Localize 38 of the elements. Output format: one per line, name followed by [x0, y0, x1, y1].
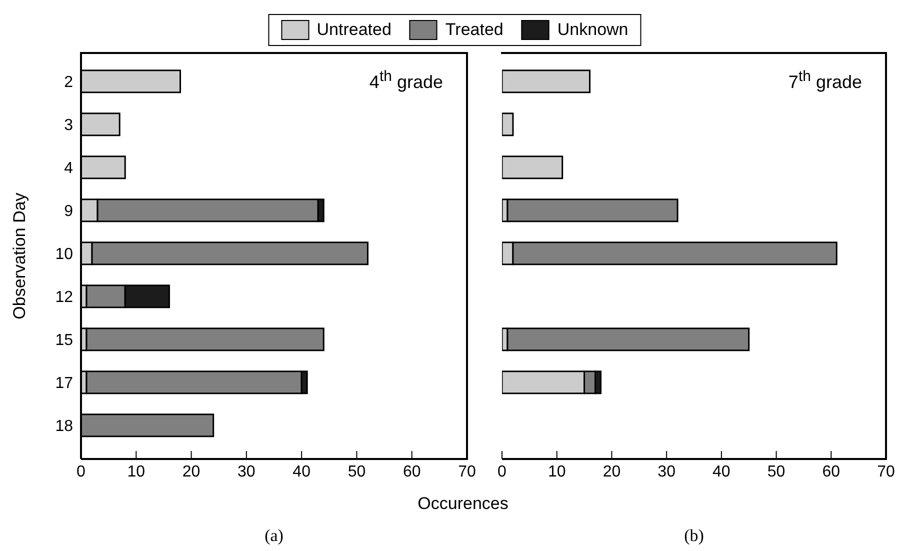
- y-tick-label: 3: [64, 117, 74, 134]
- x-axis-title: Occurences: [418, 494, 508, 514]
- x-tick-label: 60: [822, 463, 840, 480]
- x-tick-label: 30: [658, 463, 676, 480]
- x-tick-label: 50: [767, 463, 786, 480]
- y-tick-label: 15: [55, 332, 74, 350]
- y-tick-label: 18: [55, 418, 74, 436]
- bar: [502, 156, 564, 180]
- x-tick-label: 0: [498, 463, 507, 480]
- legend-label: Untreated: [316, 20, 392, 40]
- x-tick-label: 20: [602, 463, 621, 480]
- x-tick-label: 10: [548, 463, 566, 480]
- x-tick-label: 40: [292, 463, 311, 480]
- legend-label: Treated: [445, 20, 504, 40]
- x-tick-label: 70: [458, 463, 476, 480]
- y-tick-label: 4: [64, 160, 74, 178]
- x-tick-label: 20: [182, 463, 200, 480]
- x-tick-label: 60: [402, 463, 421, 480]
- text: (b): [684, 526, 704, 546]
- bar: [502, 112, 514, 136]
- y-tick-label: 12: [55, 289, 74, 306]
- y-axis-title: Observation Day: [10, 192, 30, 320]
- x-tick-label: 10: [127, 463, 146, 480]
- y-tick-label: 2: [64, 74, 74, 92]
- x-tick-label: 40: [712, 463, 730, 480]
- x-tick-label: 50: [348, 463, 366, 480]
- x-tick-label: 70: [877, 463, 895, 480]
- x-tick-label: 0: [76, 463, 86, 480]
- x-tick-label: 30: [238, 463, 256, 480]
- bar: [86, 328, 324, 352]
- legend-label: Unknown: [557, 20, 628, 40]
- text: (a): [264, 526, 284, 546]
- y-tick-label: 9: [64, 203, 74, 220]
- text: 7$^{th}$ grade: [788, 68, 862, 93]
- y-tick-label: 10: [55, 246, 74, 264]
- text: 4$^{th}$ grade: [369, 68, 443, 93]
- y-tick-label: 17: [55, 375, 74, 392]
- bar: [502, 70, 591, 94]
